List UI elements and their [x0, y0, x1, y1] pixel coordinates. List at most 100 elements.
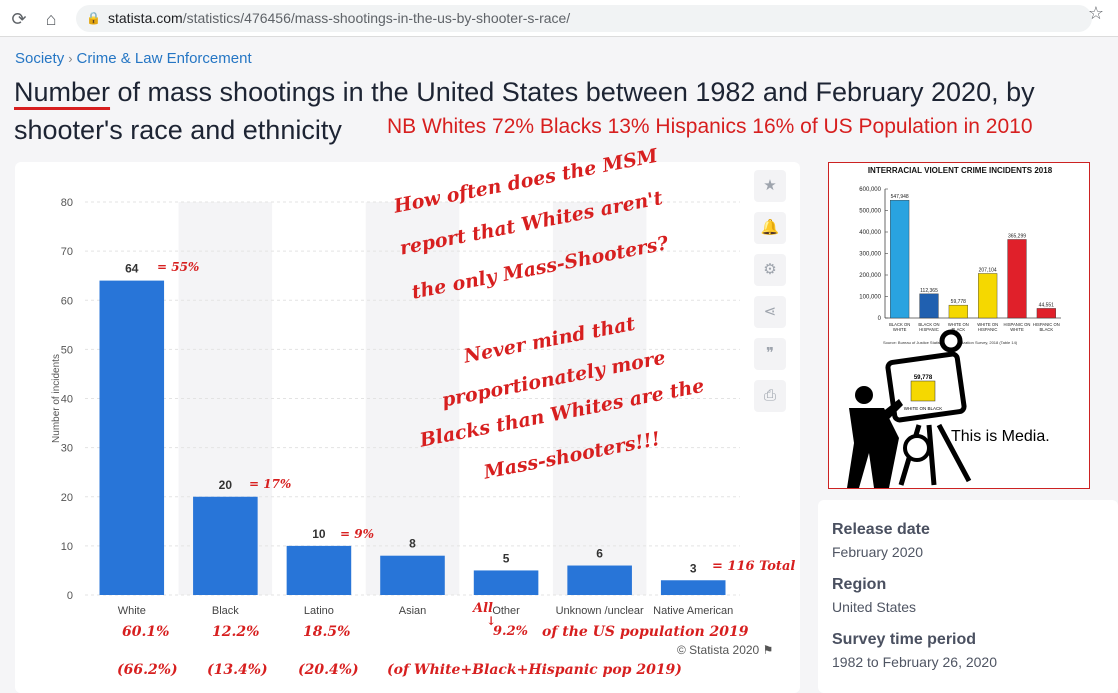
y-tick-label: 40 — [61, 394, 73, 406]
y-tick-label: 70 — [61, 246, 73, 258]
star-icon[interactable]: ★ — [754, 170, 786, 202]
browser-toolbar: ⟳ ⌂ 🔒 statista.com/statistics/476456/mas… — [0, 0, 1118, 37]
meme-value-label: 112,365 — [920, 288, 938, 294]
meme-category-label: BLACK ON — [918, 322, 939, 327]
annotation-share-black: = 17% — [249, 477, 292, 491]
home-icon[interactable]: ⌂ — [45, 9, 57, 29]
meme-category-label: WHITE ON — [948, 322, 969, 327]
annotation-wbh-white: (66.2%) — [117, 662, 178, 678]
meme-y-tick: 100,000 — [859, 295, 881, 301]
bar-native-american — [660, 580, 726, 595]
x-tick-label: Native American — [653, 605, 733, 617]
annotation-wbh-label: (of White+Black+Hispanic pop 2019) — [387, 662, 682, 678]
breadcrumb: Society › Crime & Law Enforcement — [15, 50, 252, 67]
meme-chart: 600,000 500,000 400,000 300,000 200,000 100,0… — [847, 187, 1061, 488]
y-tick-label: 50 — [61, 344, 73, 356]
bell-icon[interactable]: 🔔 — [754, 212, 786, 244]
meme-bar — [978, 273, 998, 319]
meme-category-label: BLACK ON — [889, 322, 910, 327]
reload-icon[interactable]: ⟳ — [11, 9, 27, 29]
y-tick-label: 80 — [61, 197, 73, 209]
annotation-other-all: All — [473, 601, 493, 616]
region-value: United States — [832, 599, 917, 615]
tv-label: WHITE ON BLACK — [904, 406, 943, 411]
meme-bar — [1036, 308, 1056, 319]
x-tick-label: Unknown /unclear — [556, 605, 644, 617]
bar-black — [193, 496, 258, 595]
breadcrumb-crime[interactable]: Crime & Law Enforcement — [76, 50, 252, 67]
annotation-wbh-latino: (20.4%) — [298, 662, 359, 678]
meme-bar — [948, 304, 968, 319]
annotation-pop-white: 60.1% — [122, 624, 170, 640]
info-panel: Release date February 2020 Region United… — [818, 500, 1118, 693]
annotation-wbh-black: (13.4%) — [207, 662, 268, 678]
meme-image: INTERRACIAL VIOLENT CRIME INCIDENTS 2018… — [828, 162, 1090, 489]
statista-credit[interactable]: © Statista 2020 ⚑ — [677, 643, 774, 657]
meme-category-label: HISPANIC ON — [1033, 322, 1060, 327]
data-label: 20 — [219, 478, 233, 492]
page-title: Number of mass shootings in the United S… — [14, 73, 1118, 149]
y-tick-label: 10 — [61, 541, 73, 553]
meme-y-tick: 600,000 — [859, 187, 881, 193]
url-text: statista.com/statistics/476456/mass-shoo… — [108, 10, 571, 26]
release-date-value: February 2020 — [832, 544, 924, 560]
meme-category-label: HISPANIC ON — [1004, 322, 1031, 327]
chart-toolbar: ★ 🔔 ⚙ ⋖ ❞ ⎙ — [754, 170, 790, 422]
meme-category-label: WHITE — [1010, 327, 1024, 332]
quote-icon[interactable]: ❞ — [754, 338, 786, 370]
address-bar[interactable]: 🔒 statista.com/statistics/476456/mass-sh… — [76, 5, 1092, 32]
meme-y-tick: 400,000 — [859, 230, 881, 236]
meme-chart-title: INTERRACIAL VIOLENT CRIME INCIDENTS 2018 — [867, 166, 1053, 175]
meme-value-label: 59,778 — [951, 299, 967, 305]
meme-bar — [919, 293, 939, 319]
population-note: NB Whites 72% Blacks 13% Hispanics 16% o… — [387, 115, 1033, 138]
y-tick-label: 20 — [61, 492, 73, 504]
meme-category-label: BLACK — [1039, 327, 1053, 332]
share-icon[interactable]: ⋖ — [754, 296, 786, 328]
data-label: 10 — [312, 527, 326, 541]
gear-icon[interactable]: ⚙ — [754, 254, 786, 286]
meme-y-tick: 300,000 — [859, 252, 881, 258]
meme-value-label: 44,551 — [1039, 302, 1055, 308]
bar-other — [473, 570, 539, 595]
meme-category-label: WHITE — [893, 327, 907, 332]
x-tick-label: Latino — [304, 605, 334, 617]
meme-category-label: WHITE ON — [977, 322, 998, 327]
annotation-share-latino: = 9% — [340, 527, 374, 541]
camera-reel — [939, 329, 963, 353]
breadcrumb-society[interactable]: Society — [15, 50, 65, 67]
bar-latino — [286, 545, 352, 595]
data-label: 3 — [690, 561, 697, 575]
annotation-pop-label: of the US population 2019 — [542, 624, 749, 640]
annotation-pop-black: 12.2% — [212, 624, 260, 640]
y-tick-label: 0 — [67, 590, 73, 602]
person-arm — [881, 399, 903, 421]
meme-value-label: 365,299 — [1008, 233, 1026, 239]
annotation-share-white: = 55% — [157, 260, 200, 274]
meme-value-label: 207,104 — [979, 267, 997, 273]
annotation-total: = 116 Total — [712, 559, 796, 574]
meme-category-label: HISPANIC — [978, 327, 997, 332]
page-title-rest: of mass shootings in the United States b… — [14, 77, 1035, 145]
annotation-pop-other: 9.2% — [493, 624, 528, 639]
bar-unknown-unclear — [567, 565, 632, 595]
data-label: 64 — [125, 262, 139, 276]
annotation-pop-latino: 18.5% — [303, 624, 351, 640]
camera-wheel — [903, 434, 931, 462]
bookmark-star-icon[interactable]: ☆ — [1087, 3, 1104, 23]
data-label: 8 — [409, 537, 416, 551]
person-head — [855, 386, 873, 404]
bar-white — [99, 280, 165, 595]
chart-card: 0 10 20 30 40 50 60 70 80 Number of incidents 64 Wh… — [15, 162, 800, 693]
lock-icon: 🔒 — [86, 11, 101, 25]
y-tick-label: 60 — [61, 295, 73, 307]
person-body — [847, 408, 899, 488]
tv-value: 59,778 — [914, 375, 933, 381]
x-tick-label: Other — [492, 605, 520, 617]
release-date-label: Release date — [832, 521, 930, 538]
y-axis-label: Number of incidents — [51, 354, 62, 443]
x-tick-label: White — [118, 605, 146, 617]
meme-y-tick: 500,000 — [859, 209, 881, 215]
print-icon[interactable]: ⎙ — [754, 380, 786, 412]
meme-category-label: BLACK — [951, 327, 965, 332]
